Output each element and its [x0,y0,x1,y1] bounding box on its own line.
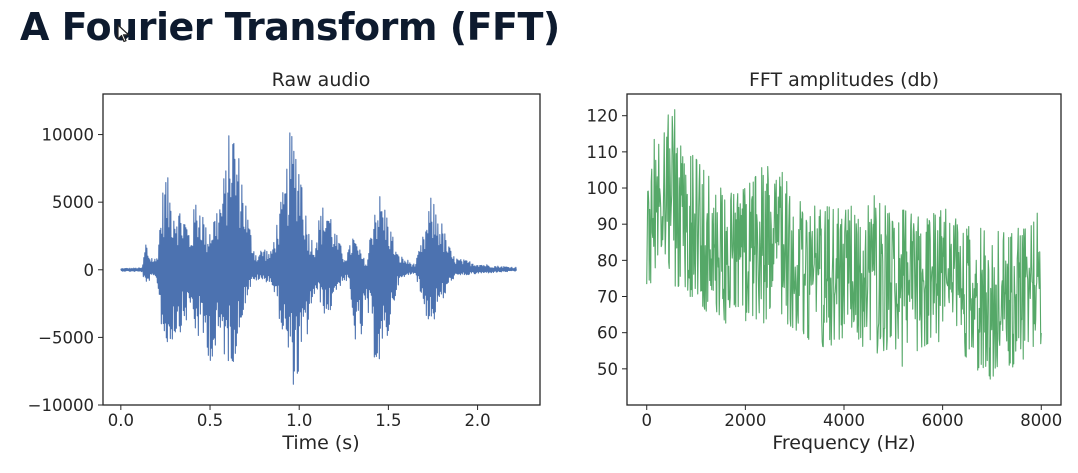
fft-y-tick-label: 120 [587,107,619,126]
fft-x-tick-label: 6000 [922,411,964,430]
fft-y-tick-label: 70 [597,288,618,307]
raw-audio-series-line [120,132,517,385]
raw-audio-y-tick-label: −10000 [28,396,94,415]
raw-audio-y-tick-label: 0 [84,261,95,280]
fft-y-tick-label: 60 [597,324,618,343]
fft-x-tick-label: 0 [641,411,652,430]
raw-audio-y-tick-label: −5000 [38,328,94,347]
raw-audio-x-tick-label: 2.0 [464,411,490,430]
raw-audio-x-tick-label: 1.5 [375,411,401,430]
raw-audio-y-tick-label: 10000 [42,126,95,145]
raw-audio-x-tick-label: 0.5 [197,411,223,430]
fft-y-tick-label: 50 [597,360,618,379]
fft-y-tick-label: 90 [597,215,618,234]
fft-y-tick-label: 80 [597,251,618,270]
mouse-pointer-icon [117,24,130,43]
fft-y-tick-label: 100 [587,179,619,198]
slide-title: A Fourier Transform (FFT) [20,5,560,49]
raw-audio-x-tick-label: 0.0 [108,411,134,430]
fft-plot-frame [626,93,1062,406]
fft-x-tick-label: 4000 [823,411,865,430]
raw-audio-y-tick-label: 5000 [52,193,94,212]
fft-x-tick-label: 8000 [1020,411,1062,430]
raw-audio-plot-frame [102,93,541,406]
fft-y-tick-label: 110 [587,143,619,162]
fft-x-axis-label: Frequency (Hz) [772,432,915,454]
fft-chart-title: FFT amplitudes (db) [749,69,939,91]
fft-x-tick-label: 2000 [724,411,766,430]
raw-audio-x-axis-label: Time (s) [281,432,359,454]
raw-audio-chart-title: Raw audio [272,69,371,91]
fft-series-line [646,109,1042,380]
raw-audio-x-tick-label: 1.0 [286,411,312,430]
